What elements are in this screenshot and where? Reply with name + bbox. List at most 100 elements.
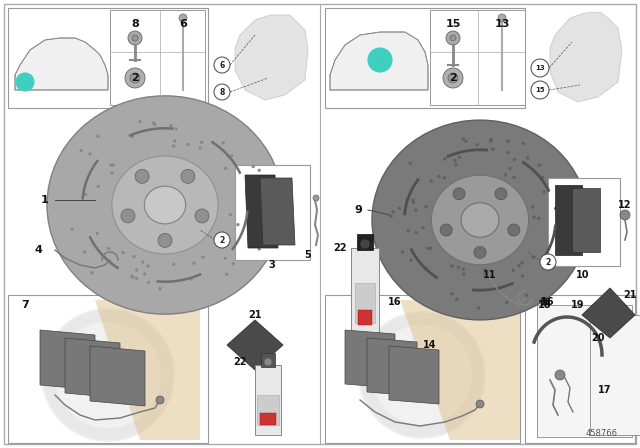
Text: 18: 18 bbox=[539, 297, 551, 306]
Circle shape bbox=[412, 199, 415, 202]
Circle shape bbox=[451, 264, 453, 267]
Circle shape bbox=[497, 288, 500, 291]
Bar bbox=[430, 10, 525, 105]
Polygon shape bbox=[582, 288, 635, 338]
Polygon shape bbox=[95, 300, 200, 440]
Circle shape bbox=[187, 143, 189, 146]
Polygon shape bbox=[227, 320, 283, 370]
Circle shape bbox=[97, 135, 99, 138]
Polygon shape bbox=[260, 178, 295, 245]
Circle shape bbox=[223, 257, 227, 260]
Circle shape bbox=[453, 159, 456, 162]
Circle shape bbox=[476, 400, 484, 408]
Circle shape bbox=[555, 370, 565, 380]
Circle shape bbox=[513, 176, 516, 179]
Circle shape bbox=[532, 215, 536, 219]
Polygon shape bbox=[235, 15, 308, 100]
Circle shape bbox=[437, 175, 440, 178]
Circle shape bbox=[125, 68, 145, 88]
Circle shape bbox=[522, 142, 525, 145]
Polygon shape bbox=[245, 175, 278, 248]
Circle shape bbox=[252, 165, 255, 168]
Circle shape bbox=[506, 301, 508, 304]
Polygon shape bbox=[15, 38, 108, 90]
Bar bbox=[110, 10, 205, 105]
Circle shape bbox=[226, 154, 229, 157]
Circle shape bbox=[507, 140, 509, 143]
Circle shape bbox=[465, 140, 468, 143]
Circle shape bbox=[179, 14, 187, 22]
Circle shape bbox=[147, 281, 150, 284]
Text: 15: 15 bbox=[445, 19, 461, 29]
Circle shape bbox=[172, 263, 175, 266]
Ellipse shape bbox=[112, 156, 218, 254]
Polygon shape bbox=[90, 346, 145, 406]
Circle shape bbox=[121, 209, 135, 223]
Circle shape bbox=[79, 149, 83, 152]
Circle shape bbox=[543, 190, 546, 193]
Text: 22: 22 bbox=[333, 243, 347, 253]
Circle shape bbox=[135, 169, 149, 183]
Circle shape bbox=[16, 73, 34, 91]
Circle shape bbox=[158, 233, 172, 247]
Circle shape bbox=[462, 268, 465, 271]
Circle shape bbox=[554, 207, 557, 210]
Text: 13: 13 bbox=[535, 65, 545, 71]
Circle shape bbox=[170, 124, 172, 127]
Polygon shape bbox=[40, 330, 95, 390]
Text: 2: 2 bbox=[545, 258, 550, 267]
Circle shape bbox=[521, 275, 524, 278]
Circle shape bbox=[138, 120, 141, 123]
Circle shape bbox=[484, 268, 486, 271]
Polygon shape bbox=[65, 338, 120, 398]
Circle shape bbox=[84, 193, 87, 196]
Circle shape bbox=[368, 48, 392, 72]
Circle shape bbox=[90, 271, 93, 274]
Circle shape bbox=[135, 268, 138, 271]
Circle shape bbox=[390, 215, 393, 218]
Circle shape bbox=[542, 332, 618, 408]
Circle shape bbox=[414, 209, 417, 211]
Polygon shape bbox=[400, 300, 520, 440]
Bar bbox=[257, 395, 279, 425]
Circle shape bbox=[508, 167, 511, 170]
Bar bbox=[525, 295, 635, 443]
Circle shape bbox=[620, 210, 630, 220]
Circle shape bbox=[526, 156, 529, 159]
Circle shape bbox=[532, 256, 535, 259]
Circle shape bbox=[258, 187, 261, 190]
Circle shape bbox=[462, 138, 465, 141]
Bar bbox=[255, 365, 281, 435]
Circle shape bbox=[232, 262, 235, 265]
Bar bbox=[358, 310, 372, 325]
Circle shape bbox=[264, 358, 272, 366]
Circle shape bbox=[541, 176, 544, 179]
Bar bbox=[260, 413, 276, 425]
Circle shape bbox=[409, 162, 412, 165]
Circle shape bbox=[426, 247, 429, 250]
Circle shape bbox=[410, 259, 413, 262]
Circle shape bbox=[214, 84, 230, 100]
Bar bbox=[355, 283, 375, 323]
Ellipse shape bbox=[47, 96, 283, 314]
Polygon shape bbox=[572, 188, 600, 252]
Circle shape bbox=[223, 237, 226, 241]
Circle shape bbox=[405, 198, 408, 202]
Circle shape bbox=[200, 141, 204, 144]
Circle shape bbox=[189, 277, 193, 280]
Polygon shape bbox=[555, 185, 582, 255]
Circle shape bbox=[562, 207, 565, 210]
Text: 8: 8 bbox=[131, 19, 139, 29]
Text: 9: 9 bbox=[354, 205, 362, 215]
Circle shape bbox=[131, 275, 133, 278]
Ellipse shape bbox=[372, 120, 588, 320]
Text: 8: 8 bbox=[220, 87, 225, 96]
Text: 20: 20 bbox=[591, 333, 605, 343]
Circle shape bbox=[508, 224, 520, 236]
Circle shape bbox=[132, 255, 135, 258]
Circle shape bbox=[154, 123, 157, 126]
Text: 16: 16 bbox=[388, 297, 402, 307]
Circle shape bbox=[504, 173, 507, 176]
Text: 17: 17 bbox=[598, 385, 612, 395]
Circle shape bbox=[268, 216, 271, 219]
